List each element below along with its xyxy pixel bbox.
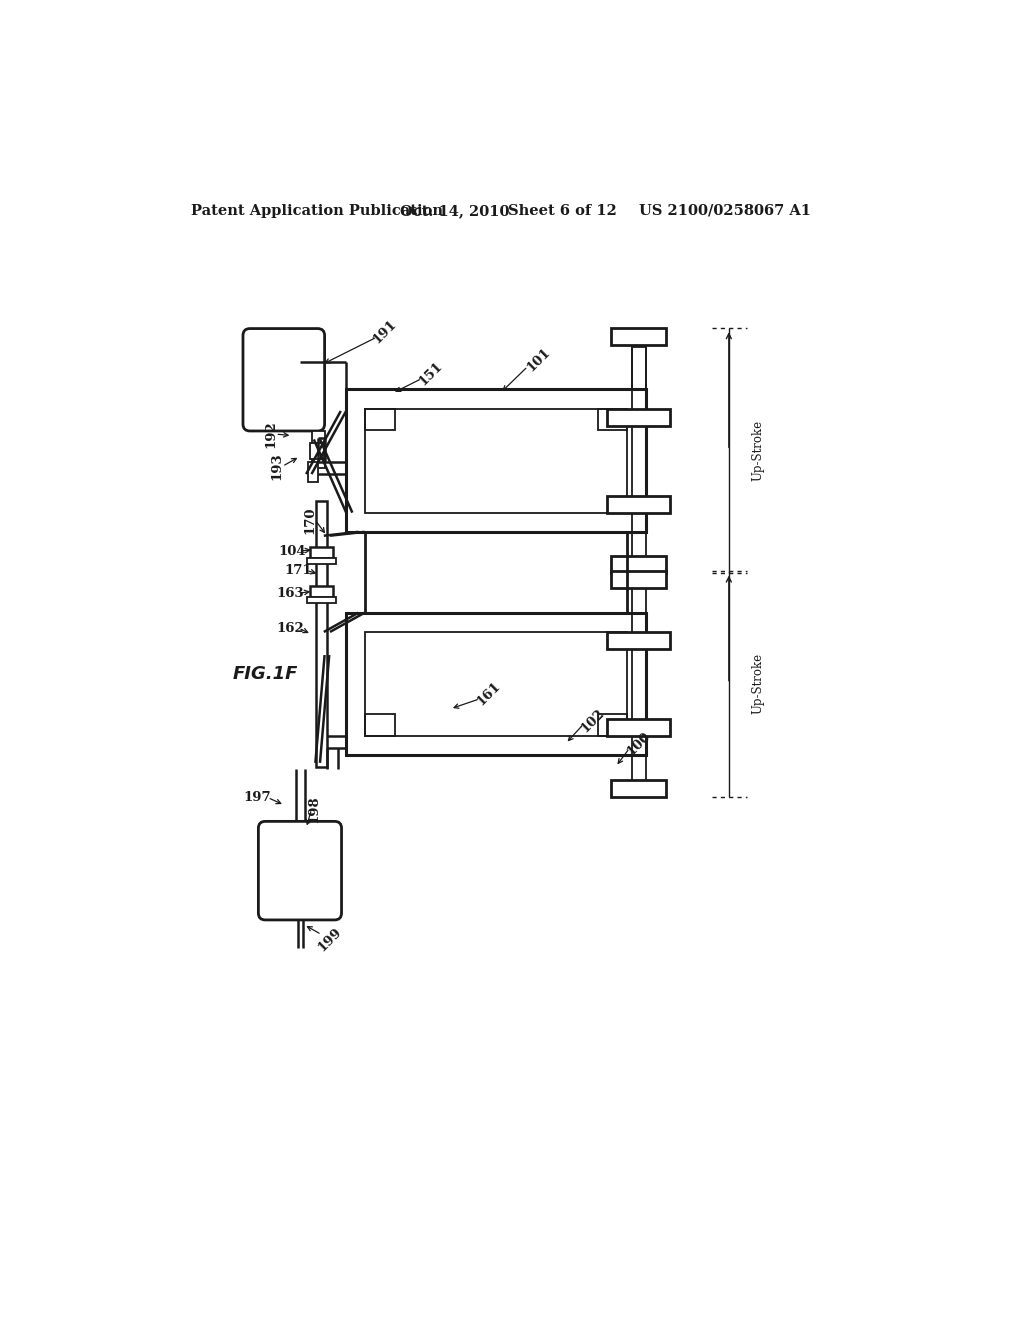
Bar	[611, 572, 667, 589]
Bar	[307, 558, 336, 564]
Text: 102: 102	[579, 706, 607, 735]
Text: 100: 100	[625, 729, 653, 758]
Text: 104: 104	[279, 545, 306, 557]
Bar	[307, 597, 336, 603]
Bar	[611, 780, 667, 797]
Bar	[607, 632, 671, 649]
Text: 198: 198	[307, 795, 321, 822]
Text: 101: 101	[524, 346, 553, 375]
Bar	[316, 502, 327, 767]
Bar	[598, 409, 628, 430]
Text: US 2100/0258067 A1: US 2100/0258067 A1	[639, 203, 811, 218]
Bar	[607, 719, 671, 737]
Text: 162: 162	[276, 622, 304, 635]
Text: 192: 192	[264, 420, 278, 447]
Text: 193: 193	[270, 453, 284, 480]
Text: 197: 197	[244, 791, 271, 804]
Text: 163: 163	[276, 587, 304, 601]
Text: FIG.1F: FIG.1F	[233, 665, 298, 684]
Text: 161: 161	[474, 680, 503, 708]
Bar	[366, 409, 394, 430]
Bar	[310, 444, 324, 459]
Bar	[607, 496, 671, 512]
Bar	[366, 714, 394, 737]
Text: Patent Application Publication: Patent Application Publication	[190, 203, 442, 218]
Text: 191: 191	[371, 317, 399, 346]
Bar	[607, 409, 671, 425]
Bar	[611, 327, 667, 345]
Text: 199: 199	[314, 925, 344, 954]
Text: Up-Stroke: Up-Stroke	[752, 653, 765, 714]
Bar	[611, 557, 667, 573]
Text: Sheet 6 of 12: Sheet 6 of 12	[508, 203, 616, 218]
Bar	[310, 586, 333, 597]
Bar	[346, 389, 646, 532]
Text: Up-Stroke: Up-Stroke	[752, 420, 765, 480]
Bar	[598, 714, 628, 737]
Text: 151: 151	[417, 359, 445, 388]
Text: 171: 171	[285, 564, 312, 577]
Bar	[312, 430, 325, 469]
Bar	[346, 612, 646, 755]
Bar	[310, 548, 333, 558]
Text: 170: 170	[303, 507, 316, 535]
Text: Oct. 14, 2010: Oct. 14, 2010	[400, 203, 510, 218]
Bar	[366, 632, 628, 737]
Bar	[307, 462, 318, 482]
Bar	[366, 409, 628, 512]
